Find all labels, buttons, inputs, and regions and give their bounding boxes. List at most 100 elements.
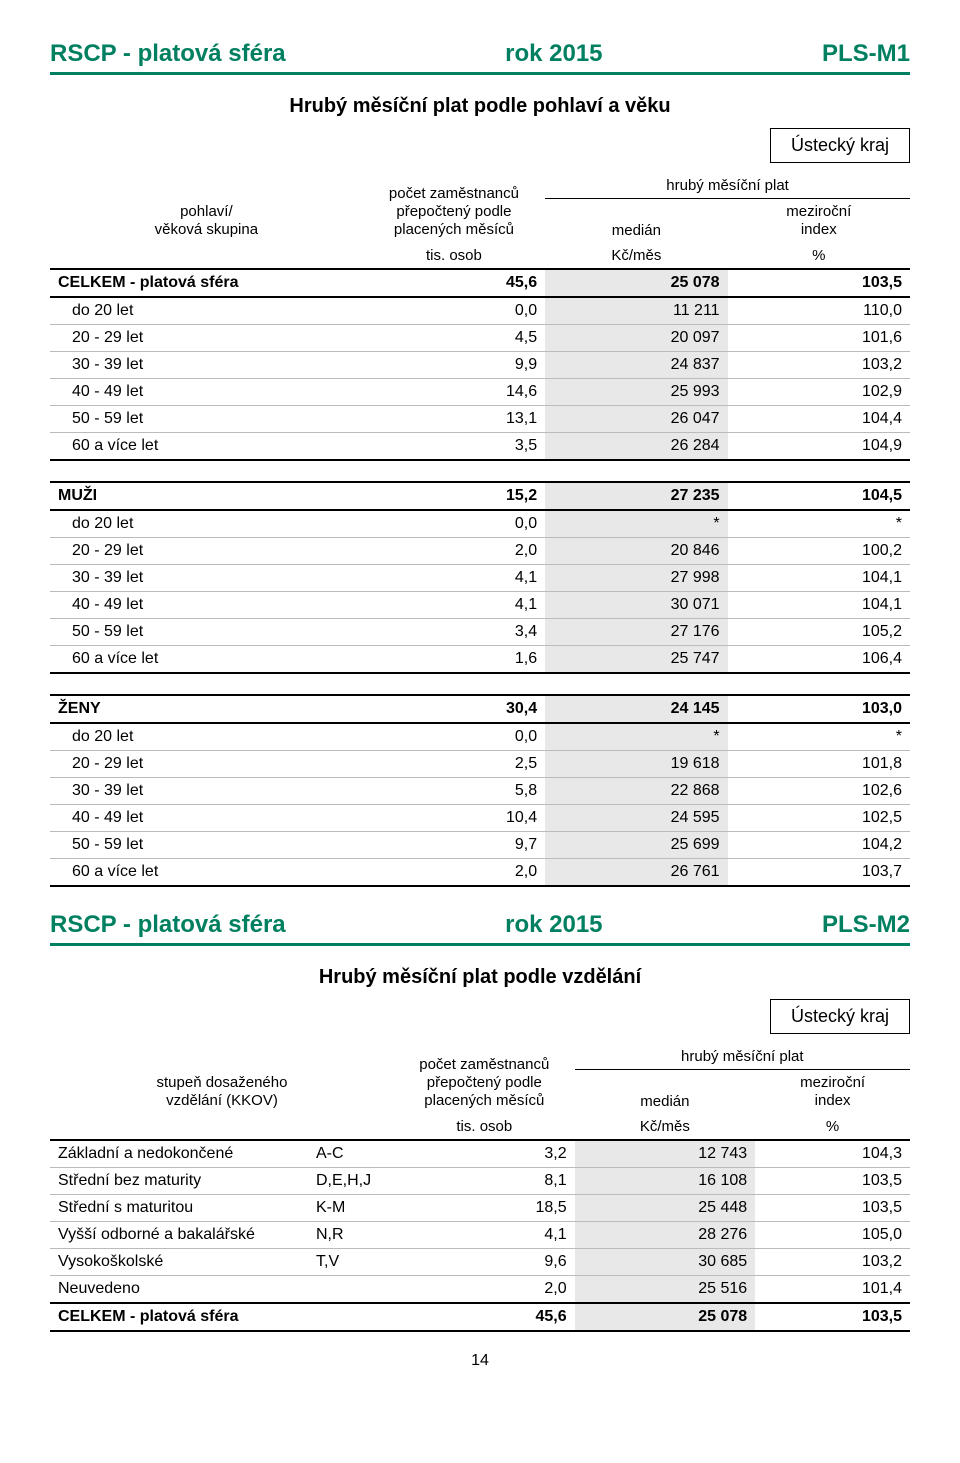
section-header-2: RSCP - platová sféra rok 2015 PLS-M2 xyxy=(50,911,910,946)
edu-label: Vysokoškolské xyxy=(50,1249,308,1276)
edu-count: 18,5 xyxy=(394,1195,575,1222)
row-label: 50 - 59 let xyxy=(50,406,363,433)
row-index: 100,2 xyxy=(728,538,910,565)
row-count: 5,8 xyxy=(363,778,545,805)
section-median: 25 078 xyxy=(545,269,727,297)
row-median: 26 284 xyxy=(545,433,727,461)
col-plat: hrubý měsíční plat xyxy=(666,177,789,194)
col2-index-l1: meziroční xyxy=(763,1074,902,1092)
region-box-1: Ústecký kraj xyxy=(770,128,910,163)
row-median: 24 837 xyxy=(545,352,727,379)
col2-count-l3: placených měsíců xyxy=(402,1092,567,1110)
row-index: 110,0 xyxy=(728,297,910,325)
row-label: 60 a více let xyxy=(50,433,363,461)
edu-index: 103,2 xyxy=(755,1249,910,1276)
edu-label: Základní a nedokončené xyxy=(50,1140,308,1168)
row-index: 104,2 xyxy=(728,832,910,859)
edu-code: K-M xyxy=(308,1195,394,1222)
edu-median: 28 276 xyxy=(575,1222,756,1249)
edu-count: 4,1 xyxy=(394,1222,575,1249)
row-label: 30 - 39 let xyxy=(50,565,363,592)
row-index: 105,2 xyxy=(728,619,910,646)
edu-index: 103,5 xyxy=(755,1195,910,1222)
row-index: 102,9 xyxy=(728,379,910,406)
col-count-l2: přepočtený podle xyxy=(371,203,537,221)
row-count: 4,1 xyxy=(363,592,545,619)
row-index: 103,2 xyxy=(728,352,910,379)
col-count-l3: placených měsíců xyxy=(371,221,537,239)
row-label: 20 - 29 let xyxy=(50,751,363,778)
row-label: 50 - 59 let xyxy=(50,832,363,859)
edu-index: 103,5 xyxy=(755,1168,910,1195)
row-count: 9,9 xyxy=(363,352,545,379)
row-index: 103,7 xyxy=(728,859,910,887)
col-median: medián xyxy=(612,222,661,239)
row-median: 26 047 xyxy=(545,406,727,433)
unit2-median: Kč/měs xyxy=(575,1114,756,1140)
row-count: 2,0 xyxy=(363,859,545,887)
section-count: 15,2 xyxy=(363,482,545,510)
row-count: 14,6 xyxy=(363,379,545,406)
edu-count: 3,2 xyxy=(394,1140,575,1168)
header-center: rok 2015 xyxy=(505,40,602,68)
row-index: 104,1 xyxy=(728,592,910,619)
row-index: * xyxy=(728,723,910,751)
edu-index: 101,4 xyxy=(755,1276,910,1304)
row-median: 20 097 xyxy=(545,325,727,352)
unit-index: % xyxy=(728,243,910,269)
row-label: 20 - 29 let xyxy=(50,538,363,565)
row-count: 0,0 xyxy=(363,297,545,325)
edu-code: A-C xyxy=(308,1140,394,1168)
edu-index: 104,3 xyxy=(755,1140,910,1168)
row-median: * xyxy=(545,723,727,751)
row-index: 101,6 xyxy=(728,325,910,352)
row-median: 25 747 xyxy=(545,646,727,674)
row-median: 20 846 xyxy=(545,538,727,565)
header2-center: rok 2015 xyxy=(505,911,602,939)
edu-median: 12 743 xyxy=(575,1140,756,1168)
edu-code: N,R xyxy=(308,1222,394,1249)
subtitle-2: Hrubý měsíční plat podle vzdělání xyxy=(50,966,910,989)
row-count: 0,0 xyxy=(363,723,545,751)
row-count: 10,4 xyxy=(363,805,545,832)
row-label: 60 a více let xyxy=(50,646,363,674)
row-median: 30 071 xyxy=(545,592,727,619)
section-header-1: RSCP - platová sféra rok 2015 PLS-M1 xyxy=(50,40,910,75)
row-label: 20 - 29 let xyxy=(50,325,363,352)
section-index: 103,0 xyxy=(728,695,910,723)
col2-group-l1: stupeň dosaženého xyxy=(58,1074,386,1092)
section-median: 24 145 xyxy=(545,695,727,723)
row-count: 13,1 xyxy=(363,406,545,433)
section-median: 27 235 xyxy=(545,482,727,510)
col-group-l1: pohlaví/ xyxy=(58,203,355,221)
row-label: do 20 let xyxy=(50,510,363,538)
row-index: 101,8 xyxy=(728,751,910,778)
row-label: 50 - 59 let xyxy=(50,619,363,646)
row-count: 4,1 xyxy=(363,565,545,592)
row-label: do 20 let xyxy=(50,723,363,751)
row-index: 104,4 xyxy=(728,406,910,433)
edu-count: 2,0 xyxy=(394,1276,575,1304)
col2-count-l1: počet zaměstnanců xyxy=(402,1056,567,1074)
subtitle-1: Hrubý měsíční plat podle pohlaví a věku xyxy=(50,95,910,118)
row-median: 25 993 xyxy=(545,379,727,406)
row-label: do 20 let xyxy=(50,297,363,325)
row-count: 1,6 xyxy=(363,646,545,674)
edu-label: Neuvedeno xyxy=(50,1276,308,1304)
row-index: 102,6 xyxy=(728,778,910,805)
row-label: 40 - 49 let xyxy=(50,379,363,406)
header-right: PLS-M1 xyxy=(822,40,910,68)
edu-median: 30 685 xyxy=(575,1249,756,1276)
region-box-2: Ústecký kraj xyxy=(770,999,910,1034)
col-count-l1: počet zaměstnanců xyxy=(371,185,537,203)
unit2-index: % xyxy=(755,1114,910,1140)
page-number: 14 xyxy=(50,1352,910,1370)
row-median: 26 761 xyxy=(545,859,727,887)
edu-label: Střední s maturitou xyxy=(50,1195,308,1222)
row-label: 30 - 39 let xyxy=(50,778,363,805)
col2-plat: hrubý měsíční plat xyxy=(681,1048,804,1065)
table-gender-age: pohlaví/ věková skupina počet zaměstnanc… xyxy=(50,173,910,887)
edu-code xyxy=(308,1276,394,1304)
row-count: 3,4 xyxy=(363,619,545,646)
row-count: 9,7 xyxy=(363,832,545,859)
